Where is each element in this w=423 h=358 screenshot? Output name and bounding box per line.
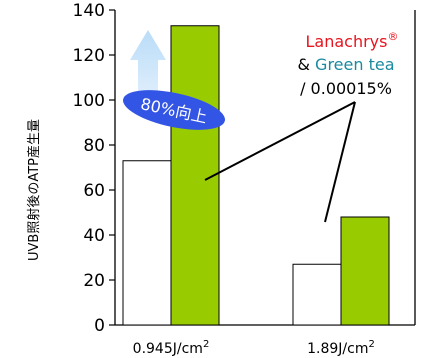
bar: [170, 25, 220, 326]
callout-line-2: [324, 101, 356, 223]
x-category-label: 0.945J/cm2: [133, 339, 210, 357]
y-tick-label: 60: [83, 181, 105, 201]
y-tick-label: 20: [83, 271, 105, 291]
y-axis-label: UVB照射後のATP産生量: [26, 119, 42, 261]
bar: [292, 263, 342, 326]
legend-lanachrys: Lanachrys®: [306, 30, 399, 51]
callout-line-1: [204, 101, 356, 181]
improvement-badge: [123, 90, 225, 130]
y-tick-label: 100: [73, 91, 105, 111]
y-tick-label: 0: [94, 316, 105, 336]
x-category-label: 1.89J/cm2: [307, 339, 375, 357]
y-tick-label: 80: [83, 136, 105, 156]
y-tick-label: 140: [73, 1, 105, 21]
legend-green-tea: & Green tea: [297, 55, 394, 74]
y-tick-label: 40: [83, 226, 105, 246]
bar: [340, 216, 390, 326]
legend-concentration: / 0.00015%: [300, 79, 392, 98]
bar: [122, 160, 172, 326]
y-tick-label: 120: [73, 46, 105, 66]
